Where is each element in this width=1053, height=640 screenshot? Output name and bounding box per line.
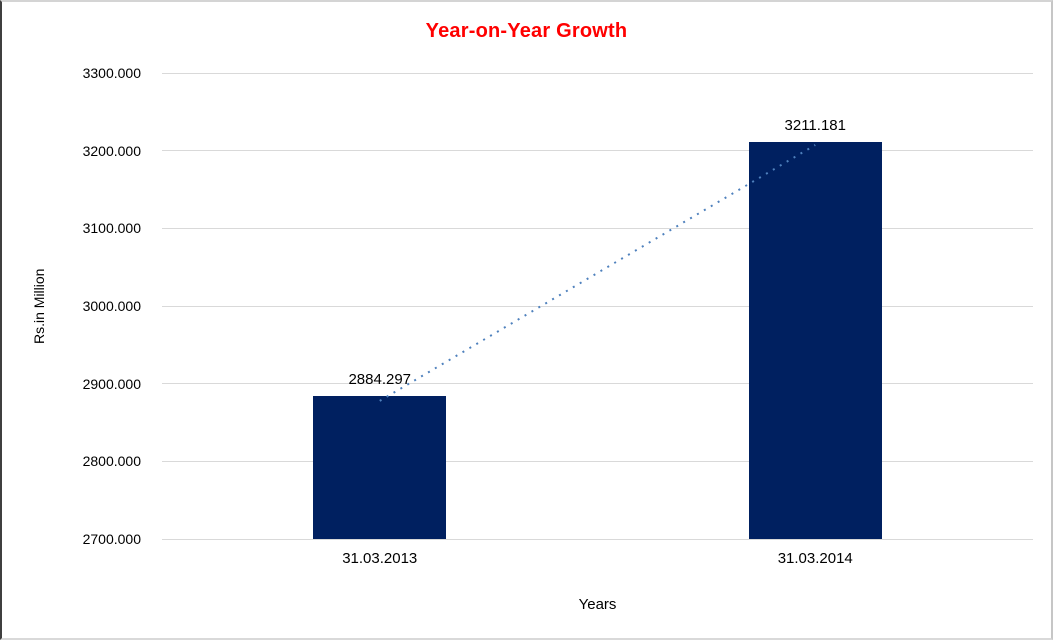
y-tick-label: 3100.000: [82, 220, 141, 237]
gridline: [162, 383, 1033, 385]
bar-data-label: 3211.181: [784, 116, 846, 134]
y-tick-label: 3200.000: [82, 142, 141, 159]
gridline: [162, 150, 1033, 152]
gridline: [162, 72, 1033, 74]
bar-31.03.2014: [748, 141, 882, 539]
y-tick-label: 3300.000: [82, 65, 141, 81]
bar-data-label: 2884.297: [348, 370, 412, 388]
y-axis-title: Rs.in Million: [31, 268, 47, 344]
bar-31.03.2013: [313, 395, 447, 539]
plot-area: [162, 72, 1033, 540]
chart-title: Year-on-Year Growth: [425, 20, 628, 42]
gridline: [162, 305, 1033, 307]
x-axis-title: Years: [578, 596, 617, 613]
y-tick-label: 2800.000: [82, 453, 141, 470]
x-category-label: 31.03.2013: [342, 550, 418, 567]
y-tick-label: 3000.000: [82, 298, 141, 314]
y-tick-label: 2700.000: [82, 531, 141, 547]
y-tick-label: 2900.000: [82, 375, 141, 392]
gridline: [162, 460, 1033, 462]
x-category-label: 31.03.2014: [777, 550, 853, 567]
gridline: [162, 538, 1033, 540]
gridline: [162, 227, 1033, 229]
